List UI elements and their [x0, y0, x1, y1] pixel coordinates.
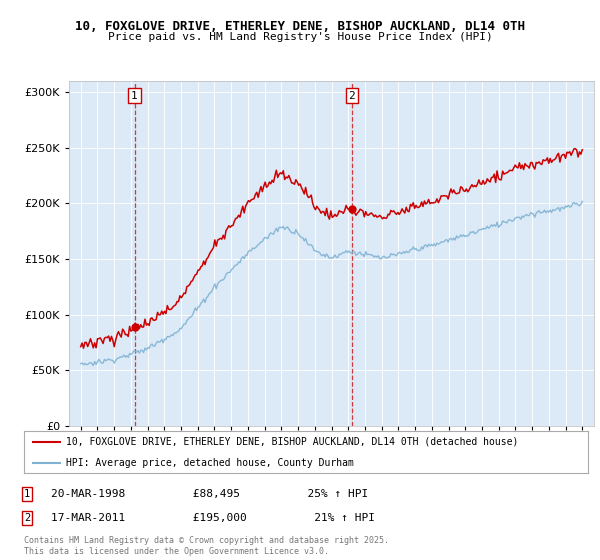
Text: 2: 2 [349, 91, 355, 101]
Text: 1: 1 [131, 91, 138, 101]
Text: 10, FOXGLOVE DRIVE, ETHERLEY DENE, BISHOP AUCKLAND, DL14 0TH: 10, FOXGLOVE DRIVE, ETHERLEY DENE, BISHO… [75, 20, 525, 32]
Text: Price paid vs. HM Land Registry's House Price Index (HPI): Price paid vs. HM Land Registry's House … [107, 32, 493, 43]
Text: 17-MAR-2011          £195,000          21% ↑ HPI: 17-MAR-2011 £195,000 21% ↑ HPI [51, 513, 375, 523]
Text: 20-MAR-1998          £88,495          25% ↑ HPI: 20-MAR-1998 £88,495 25% ↑ HPI [51, 489, 368, 499]
Text: 2: 2 [24, 513, 30, 523]
Text: Contains HM Land Registry data © Crown copyright and database right 2025.
This d: Contains HM Land Registry data © Crown c… [24, 536, 389, 556]
Text: HPI: Average price, detached house, County Durham: HPI: Average price, detached house, Coun… [66, 458, 354, 468]
Text: 10, FOXGLOVE DRIVE, ETHERLEY DENE, BISHOP AUCKLAND, DL14 0TH (detached house): 10, FOXGLOVE DRIVE, ETHERLEY DENE, BISHO… [66, 437, 518, 447]
Text: 1: 1 [24, 489, 30, 499]
